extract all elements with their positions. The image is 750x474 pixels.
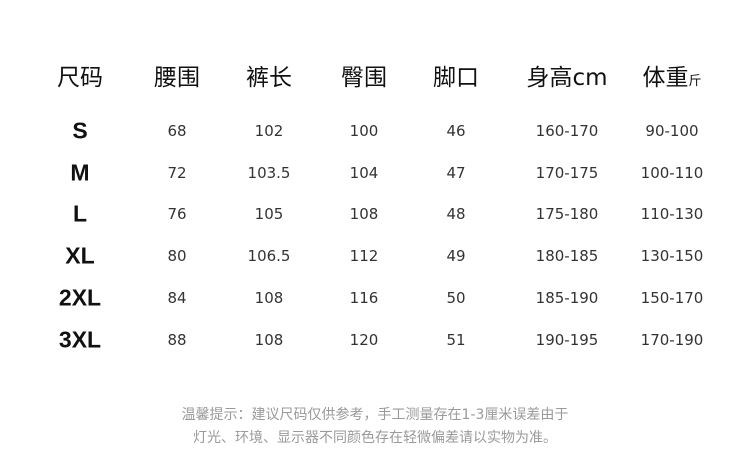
table-cell: 112 — [349, 247, 379, 265]
column-header-label: 身高cm — [526, 65, 608, 91]
column-header: 腰围 — [154, 58, 200, 92]
column-header-label: 臀围 — [341, 65, 387, 91]
column-header: 臀围 — [341, 58, 387, 92]
weight-unit: 斤 — [688, 74, 702, 89]
table-cell: 80 — [167, 247, 187, 265]
table-cell: 108 — [349, 205, 379, 223]
column-header: 脚口 — [433, 58, 479, 92]
size-label: S — [72, 117, 88, 144]
table-cell: 88 — [167, 331, 187, 349]
table-cell: 106.5 — [247, 247, 291, 265]
note-line-2: 灯光、环境、显示器不同颜色存在轻微偏差请以实物为准。 — [193, 430, 557, 446]
column-header-label: 脚口 — [433, 65, 479, 91]
table-cell: 76 — [167, 205, 187, 223]
table-cell: 175-180 — [535, 205, 599, 223]
table-cell: 130-150 — [640, 247, 704, 265]
column-header: 体重斤 — [642, 58, 701, 92]
column-header: 身高cm — [526, 58, 607, 92]
table-cell: 49 — [446, 247, 466, 265]
table-cell: 100 — [349, 122, 379, 140]
note-line-1: 温馨提示：建议尺码仅供参考，手工测量存在1-3厘米误差由于 — [181, 407, 569, 423]
size-label: M — [70, 159, 90, 186]
table-cell: 47 — [446, 164, 466, 182]
table-cell: 108 — [254, 289, 284, 307]
table-cell: 170-190 — [640, 331, 704, 349]
table-cell: 103.5 — [247, 164, 291, 182]
table-cell: 51 — [446, 331, 466, 349]
table-cell: 84 — [167, 289, 187, 307]
table-cell: 102 — [254, 122, 284, 140]
column-header-label: 尺码 — [57, 65, 103, 91]
size-label: 2XL — [58, 284, 102, 311]
table-cell: 104 — [349, 164, 379, 182]
column-header-label: 裤长 — [246, 65, 292, 91]
column-header-label: 体重 — [642, 65, 689, 91]
column-header: 尺码 — [57, 58, 103, 92]
table-cell: 100-110 — [640, 164, 704, 182]
table-cell: 170-175 — [535, 164, 599, 182]
table-cell: 116 — [349, 289, 379, 307]
table-cell: 108 — [254, 331, 284, 349]
table-cell: 150-170 — [640, 289, 704, 307]
table-cell: 90-100 — [645, 122, 699, 140]
table-cell: 160-170 — [535, 122, 599, 140]
table-cell: 180-185 — [535, 247, 599, 265]
size-label: XL — [65, 242, 95, 269]
size-label: 3XL — [58, 326, 102, 353]
table-cell: 185-190 — [535, 289, 599, 307]
table-cell: 110-130 — [640, 205, 704, 223]
table-cell: 46 — [446, 122, 466, 140]
table-cell: 72 — [167, 164, 187, 182]
table-cell: 48 — [446, 205, 466, 223]
column-header-label: 腰围 — [154, 65, 200, 91]
table-cell: 190-195 — [535, 331, 599, 349]
table-cell: 105 — [254, 205, 284, 223]
table-cell: 68 — [167, 122, 187, 140]
table-cell: 50 — [446, 289, 466, 307]
table-cell: 120 — [349, 331, 379, 349]
size-label: L — [72, 200, 88, 227]
column-header: 裤长 — [246, 58, 292, 92]
